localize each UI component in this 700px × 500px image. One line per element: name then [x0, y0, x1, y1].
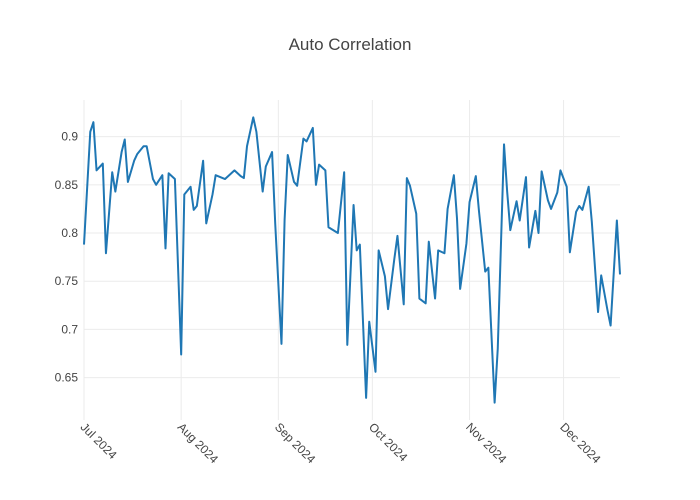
- y-tick-label: 0.8: [61, 226, 78, 240]
- y-tick-label: 0.65: [55, 371, 79, 385]
- x-tick-label: Sep 2024: [272, 420, 318, 466]
- x-tick-label: Dec 2024: [557, 420, 603, 466]
- x-tick-label: Jul 2024: [78, 420, 120, 462]
- x-tick-label: Nov 2024: [463, 420, 509, 466]
- x-tick-label: Oct 2024: [366, 420, 411, 465]
- x-tick-label: Aug 2024: [175, 420, 221, 466]
- y-tick-label: 0.9: [61, 130, 78, 144]
- y-tick-label: 0.85: [55, 178, 79, 192]
- y-tick-label: 0.7: [61, 322, 78, 336]
- data-line: [83, 116, 621, 404]
- y-tick-label: 0.75: [55, 274, 79, 288]
- chart-title: Auto Correlation: [289, 35, 412, 54]
